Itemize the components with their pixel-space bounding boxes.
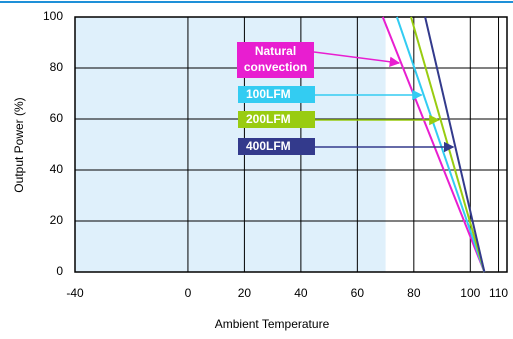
y-tick-label: 60 [50, 111, 64, 125]
y-tick-label: 40 [50, 162, 64, 176]
plot-frame [74, 16, 508, 273]
x-axis-label: Ambient Temperature [215, 317, 330, 331]
legend-box [238, 86, 315, 103]
x-tick-label: 20 [238, 286, 252, 300]
y-tick-label: 0 [56, 264, 63, 278]
series-line [424, 16, 486, 273]
y-axis-label: Output Power (%) [12, 97, 26, 192]
legend-label: 400LFM [246, 139, 291, 153]
x-tick-label: 0 [185, 286, 192, 300]
legend-box [237, 42, 314, 78]
x-tick-label: 100 [460, 286, 480, 300]
x-tick-label: 60 [351, 286, 365, 300]
legend-box [238, 138, 315, 155]
y-tick-label: 100 [43, 9, 63, 23]
legend-label: 200LFM [246, 112, 291, 126]
legend-arrow [313, 51, 401, 67]
x-tick-label: 40 [294, 286, 308, 300]
y-tick-label: 80 [50, 60, 64, 74]
y-tick-label: 20 [50, 213, 64, 227]
x-tick-label: 110 [489, 286, 508, 300]
x-tick-label: 80 [407, 286, 421, 300]
shaded-region [75, 17, 386, 272]
legend-label: 100LFM [246, 87, 291, 101]
legend-box [238, 111, 315, 128]
legend-label: Natural convection [244, 44, 307, 74]
series-line [395, 16, 486, 273]
x-tick-label: -40 [66, 286, 84, 300]
